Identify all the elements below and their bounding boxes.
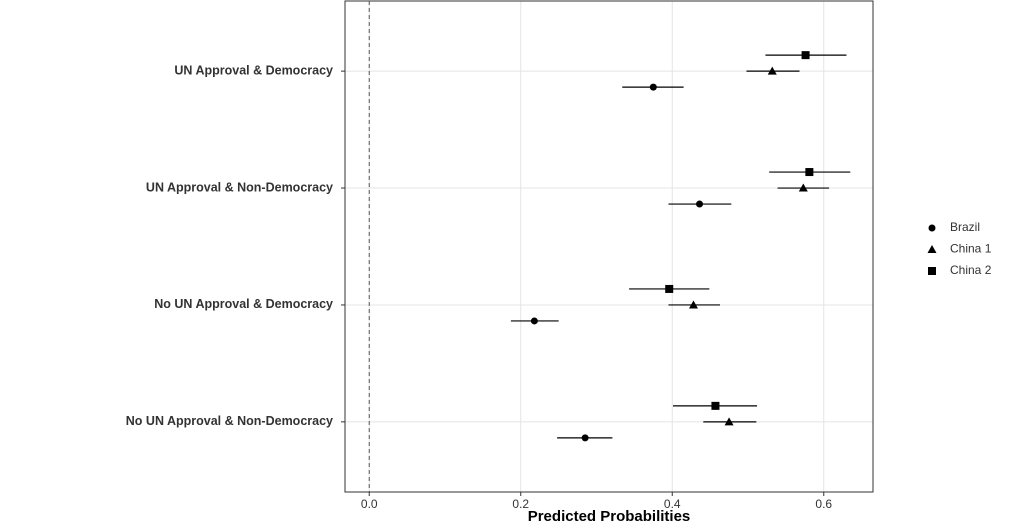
point — [805, 168, 814, 177]
x-tick-label: 0.2 — [512, 497, 529, 511]
x-tick-label: 0.4 — [664, 497, 681, 511]
point — [801, 51, 810, 60]
legend-label: China 2 — [950, 263, 992, 277]
x-tick-label: 0.6 — [815, 497, 832, 511]
x-axis-label: Predicted Probabilities — [528, 508, 691, 525]
y-tick-label: No UN Approval & Non-Democracy — [126, 414, 333, 428]
point — [767, 66, 777, 75]
legend-marker — [928, 224, 936, 232]
point — [798, 183, 808, 192]
plot-panel — [345, 1, 873, 492]
x-tick-label: 0.0 — [361, 497, 378, 511]
point — [649, 83, 657, 91]
y-tick-label: No UN Approval & Democracy — [154, 297, 333, 311]
legend-label: China 1 — [950, 242, 992, 256]
legend-marker — [927, 245, 937, 253]
point — [696, 200, 704, 208]
y-tick-label: UN Approval & Democracy — [174, 63, 333, 77]
point — [711, 401, 720, 410]
point — [665, 284, 674, 293]
legend-label: Brazil — [950, 220, 980, 234]
point — [688, 300, 698, 309]
legend-marker — [928, 267, 936, 275]
point — [530, 317, 538, 325]
point — [724, 417, 734, 426]
y-tick-label: UN Approval & Non-Democracy — [146, 180, 333, 194]
point — [581, 434, 589, 442]
plot-border — [344, 0, 874, 493]
